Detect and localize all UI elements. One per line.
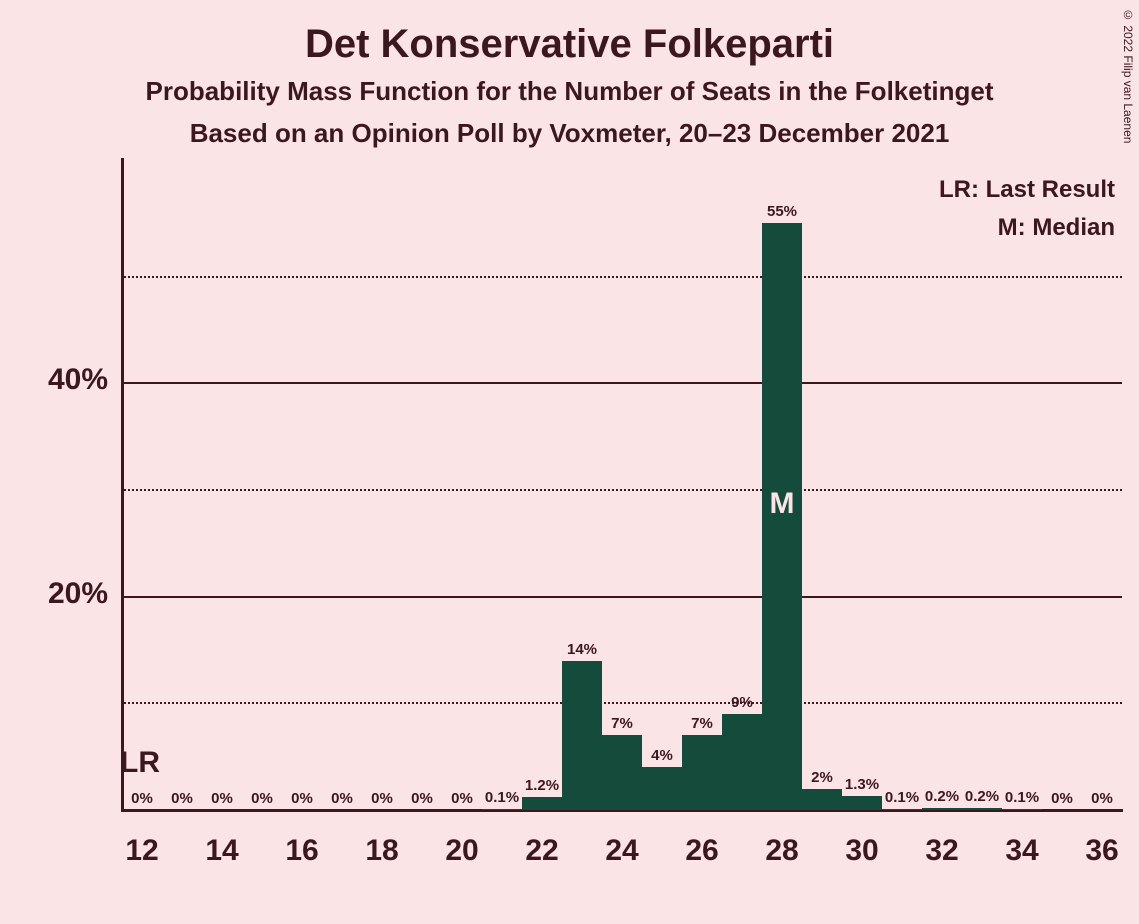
bar	[1002, 809, 1042, 810]
bar-value-label: 55%	[756, 203, 808, 220]
x-tick-label: 24	[592, 834, 652, 868]
gridline	[124, 702, 1122, 704]
x-tick-label: 20	[432, 834, 492, 868]
chart-subtitle-2: Based on an Opinion Poll by Voxmeter, 20…	[0, 118, 1139, 149]
y-tick-label: 40%	[28, 363, 108, 397]
bar-value-label: 7%	[596, 715, 648, 732]
bar	[722, 714, 762, 810]
bar	[962, 808, 1002, 810]
bar-value-label: 7%	[676, 715, 728, 732]
x-tick-label: 14	[192, 834, 252, 868]
bar-value-label: 0%	[1076, 790, 1128, 807]
page: Det Konservative Folkeparti Probability …	[0, 0, 1139, 924]
pmf-bar-chart: 20%40%121416182022242628303234360%0%0%0%…	[122, 170, 1122, 810]
gridline	[124, 382, 1122, 384]
bar	[522, 797, 562, 810]
x-tick-label: 28	[752, 834, 812, 868]
bar	[882, 809, 922, 810]
y-axis	[121, 158, 124, 812]
x-tick-label: 12	[112, 834, 172, 868]
copyright: © 2022 Filip van Laenen	[1121, 8, 1135, 143]
y-tick-label: 20%	[28, 577, 108, 611]
gridline	[124, 596, 1122, 598]
bar-value-label: 9%	[716, 694, 768, 711]
chart-subtitle-1: Probability Mass Function for the Number…	[0, 76, 1139, 107]
gridline	[124, 276, 1122, 278]
bar	[482, 809, 522, 810]
bar	[922, 808, 962, 810]
median-marker: M	[762, 487, 802, 521]
x-tick-label: 32	[912, 834, 972, 868]
bar-value-label: 4%	[636, 747, 688, 764]
bar	[562, 661, 602, 810]
bar	[682, 735, 722, 810]
bar-value-label: 14%	[556, 641, 608, 658]
gridline	[124, 489, 1122, 491]
x-tick-label: 36	[1072, 834, 1132, 868]
x-tick-label: 22	[512, 834, 572, 868]
chart-title: Det Konservative Folkeparti	[0, 22, 1139, 67]
bar	[642, 767, 682, 810]
x-tick-label: 26	[672, 834, 732, 868]
bar-value-label: 1.2%	[516, 777, 568, 794]
last-result-marker: LR	[120, 746, 160, 780]
x-tick-label: 16	[272, 834, 332, 868]
x-tick-label: 18	[352, 834, 412, 868]
x-tick-label: 30	[832, 834, 892, 868]
x-tick-label: 34	[992, 834, 1052, 868]
